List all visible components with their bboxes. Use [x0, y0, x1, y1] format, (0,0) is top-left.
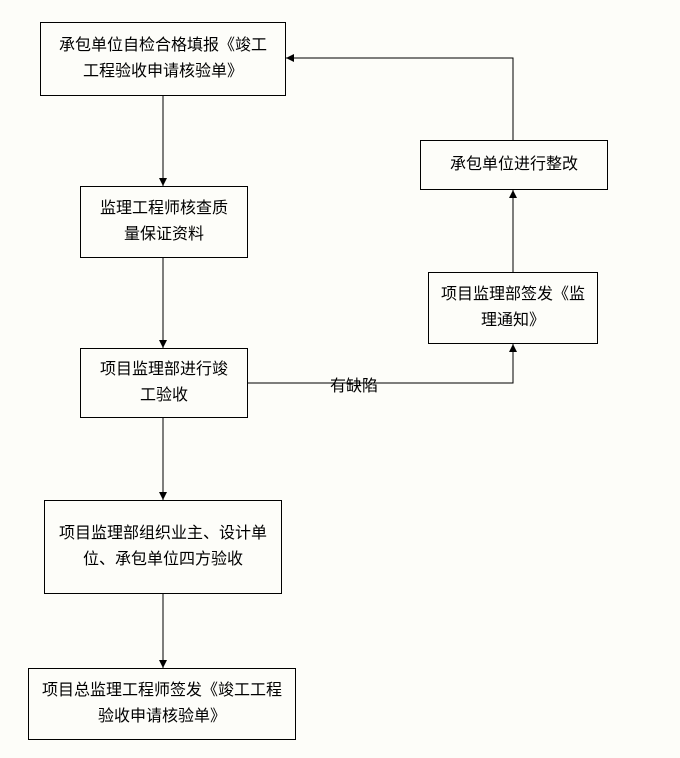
- node-completion-acceptance: 项目监理部进行竣工验收: [80, 348, 248, 418]
- node-label: 项目监理部签发《监理通知》: [441, 282, 585, 333]
- node-contractor-rectify: 承包单位进行整改: [420, 140, 608, 190]
- node-four-party-acceptance: 项目监理部组织业主、设计单位、承包单位四方验收: [44, 500, 282, 594]
- node-label: 承包单位自检合格填报《竣工工程验收申请核验单》: [53, 33, 273, 84]
- node-chief-engineer-sign: 项目总监理工程师签发《竣工工程验收申请核验单》: [28, 668, 296, 740]
- node-label: 监理工程师核查质量保证资料: [93, 196, 235, 247]
- node-label: 项目监理部组织业主、设计单位、承包单位四方验收: [57, 521, 269, 572]
- edge-label-text: 有缺陷: [330, 378, 378, 395]
- node-supervisor-review: 监理工程师核查质量保证资料: [80, 186, 248, 258]
- node-contractor-self-check: 承包单位自检合格填报《竣工工程验收申请核验单》: [40, 22, 286, 96]
- edge-label-defect: 有缺陷: [330, 372, 378, 396]
- node-supervision-notice: 项目监理部签发《监理通知》: [428, 272, 598, 344]
- node-label: 项目监理部进行竣工验收: [93, 357, 235, 408]
- node-label: 项目总监理工程师签发《竣工工程验收申请核验单》: [41, 678, 283, 729]
- node-label: 承包单位进行整改: [450, 152, 578, 178]
